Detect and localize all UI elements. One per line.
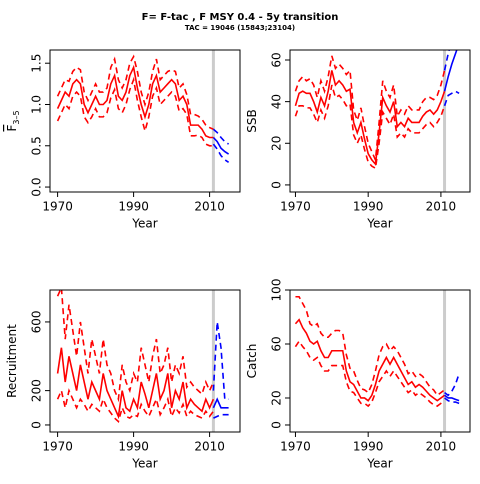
series-line [56, 290, 215, 403]
series-line [444, 373, 460, 397]
x-tick-label: 1970 [42, 440, 73, 454]
y-tick-label: 0 [270, 421, 284, 429]
plot-frame [49, 49, 241, 193]
x-tick-label: 1990 [353, 200, 384, 214]
series-line [294, 70, 446, 166]
series-line [294, 318, 446, 402]
x-axis-label: Year [366, 217, 392, 231]
y-tick-label: 0.0 [30, 177, 44, 196]
x-tick-label: 1970 [280, 440, 311, 454]
series-line [443, 90, 460, 107]
y-tick-label: 0 [30, 421, 44, 429]
series-line [294, 339, 446, 408]
x-axis-label: Year [131, 217, 157, 231]
series-line [294, 84, 446, 170]
y-axis-label: SSB [245, 109, 259, 132]
series-line [444, 397, 460, 405]
panel: 1970 1990 2010 0.0 0.5 1.0 1.5 Year F3–5 [5, 49, 241, 231]
y-axis-label-sub: 3–5 [12, 110, 21, 124]
y-axis-label-main: Catch [245, 344, 259, 379]
y-axis-label: F3–5 [5, 110, 21, 131]
series-line [295, 295, 446, 397]
x-tick-label: 1970 [280, 200, 311, 214]
series-line [443, 50, 450, 71]
series-line [56, 76, 214, 147]
y-axis-label-main: Recruitment [5, 324, 19, 398]
y-tick-label: 0 [270, 181, 284, 189]
chart-title: F= F-tac , F MSY 0.4 - 5y transition [142, 12, 339, 23]
series-line [212, 128, 230, 145]
x-tick-label: 2010 [426, 440, 457, 454]
series-line [56, 54, 214, 130]
series-line [212, 143, 230, 163]
y-tick-label: 0.5 [30, 136, 44, 155]
panel: 1970 1990 2010 0 20 60 100 Year Catch [245, 279, 471, 471]
series-line [212, 397, 229, 409]
plot-area [56, 54, 230, 163]
y-axis-label: Catch [245, 344, 259, 379]
y-axis-label: Recruitment [5, 324, 19, 398]
y-tick-label: 1.0 [30, 95, 44, 114]
series-line [213, 413, 229, 419]
series-line [56, 64, 214, 139]
x-tick-label: 2010 [194, 440, 225, 454]
plot-frame [49, 289, 241, 433]
y-axis-label-main: SSB [245, 109, 259, 132]
y-axis-label-main: F [5, 125, 19, 132]
series-line [294, 55, 446, 164]
x-tick-label: 2010 [194, 200, 225, 214]
y-tick-label: 600 [30, 310, 44, 333]
series-line [212, 136, 230, 155]
y-tick-label: 200 [30, 379, 44, 402]
plot-frame [289, 289, 471, 433]
y-tick-label: 20 [270, 136, 284, 151]
x-axis-label: Year [366, 457, 392, 471]
plot-area [294, 50, 460, 170]
y-tick-label: 60 [270, 52, 284, 67]
x-axis-label: Year [131, 457, 157, 471]
x-tick-label: 1970 [42, 200, 73, 214]
x-tick-label: 2010 [426, 200, 457, 214]
y-tick-label: 100 [270, 279, 284, 302]
series-line [56, 347, 215, 420]
x-tick-label: 1990 [353, 440, 384, 454]
chart-subtitle: TAC = 19046 (15843;23104) [185, 24, 295, 32]
y-tick-label: 60 [270, 336, 284, 351]
panel: 1970 1990 2010 0 200 600 Year Recruitment [5, 289, 241, 471]
x-tick-label: 1990 [118, 440, 149, 454]
panel: 1970 1990 2010 0 20 40 60 Year SSB [245, 49, 471, 231]
plot-frame [289, 49, 471, 193]
y-tick-label: 40 [270, 94, 284, 109]
plot-area [294, 295, 460, 408]
y-tick-label: 20 [270, 390, 284, 405]
y-tick-label: 1.5 [30, 54, 44, 73]
series-line [212, 321, 229, 400]
series-line [444, 394, 460, 402]
x-tick-label: 1990 [118, 200, 149, 214]
plot-area [56, 290, 229, 423]
